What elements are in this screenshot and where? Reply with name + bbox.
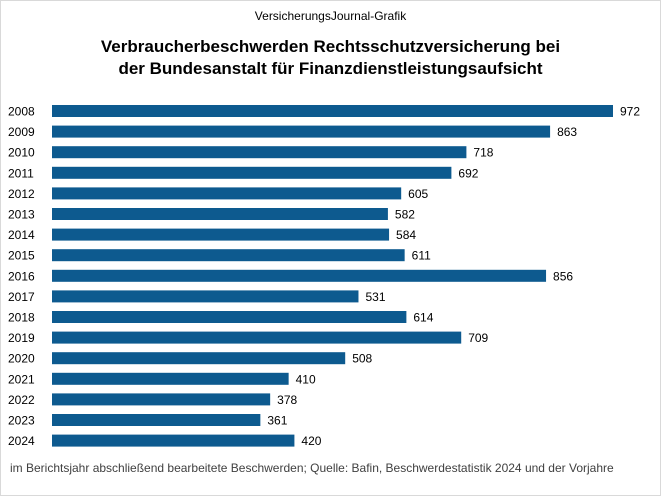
data-label: 692 — [458, 166, 478, 180]
data-label: 611 — [412, 249, 431, 263]
data-label: 863 — [557, 125, 577, 139]
category-label: 2013 — [8, 208, 35, 222]
bar — [52, 228, 390, 241]
category-label: 2014 — [8, 228, 35, 242]
bar — [52, 146, 467, 159]
bar — [52, 352, 346, 365]
category-label: 2023 — [8, 414, 35, 428]
bar — [52, 331, 462, 344]
category-label: 2008 — [8, 105, 35, 119]
data-label: 584 — [396, 228, 416, 242]
data-label: 614 — [413, 311, 433, 325]
data-label: 582 — [395, 208, 415, 222]
data-label: 718 — [473, 146, 493, 160]
bar — [52, 208, 388, 220]
bar — [52, 125, 551, 138]
bar — [52, 187, 402, 200]
bar — [52, 393, 271, 406]
category-label: 2018 — [8, 311, 35, 325]
chart-title-line-1: Verbraucherbeschwerden Rechtsschutzversi… — [100, 37, 561, 56]
data-label: 361 — [267, 414, 287, 428]
bar — [52, 290, 359, 303]
bar — [52, 249, 405, 262]
category-label: 2010 — [8, 146, 35, 160]
category-label: 2016 — [8, 269, 35, 283]
data-label: 378 — [277, 393, 297, 407]
category-label: 2021 — [8, 372, 35, 386]
data-label: 972 — [620, 105, 640, 119]
bar — [52, 372, 289, 385]
category-label: 2015 — [8, 249, 35, 263]
chart-title: Verbraucherbeschwerden Rechtsschutzversi… — [0, 36, 661, 80]
category-label: 2012 — [8, 187, 35, 201]
data-label: 605 — [408, 187, 428, 201]
data-label: 410 — [296, 372, 316, 386]
data-label: 420 — [301, 434, 321, 448]
bar — [52, 311, 407, 323]
bar — [52, 434, 295, 447]
bar — [52, 105, 613, 117]
data-label: 508 — [352, 352, 372, 366]
category-label: 2020 — [8, 352, 35, 366]
chart-title-line-2: der Bundesanstalt für Finanzdienstleistu… — [118, 59, 543, 78]
bar — [52, 269, 547, 282]
category-label: 2011 — [8, 166, 34, 180]
source-title: VersicherungsJournal-Grafik — [254, 9, 407, 23]
footnote: im Berichtsjahr abschließend bearbeitete… — [10, 461, 614, 475]
bar — [52, 414, 261, 426]
data-label: 709 — [468, 331, 488, 345]
category-label: 2017 — [8, 290, 35, 304]
category-label: 2024 — [8, 434, 35, 448]
category-label: 2022 — [8, 393, 35, 407]
bar — [52, 166, 452, 179]
data-label: 856 — [553, 269, 573, 283]
category-label: 2009 — [8, 125, 35, 139]
category-label: 2019 — [8, 331, 35, 345]
data-label: 531 — [365, 290, 385, 304]
